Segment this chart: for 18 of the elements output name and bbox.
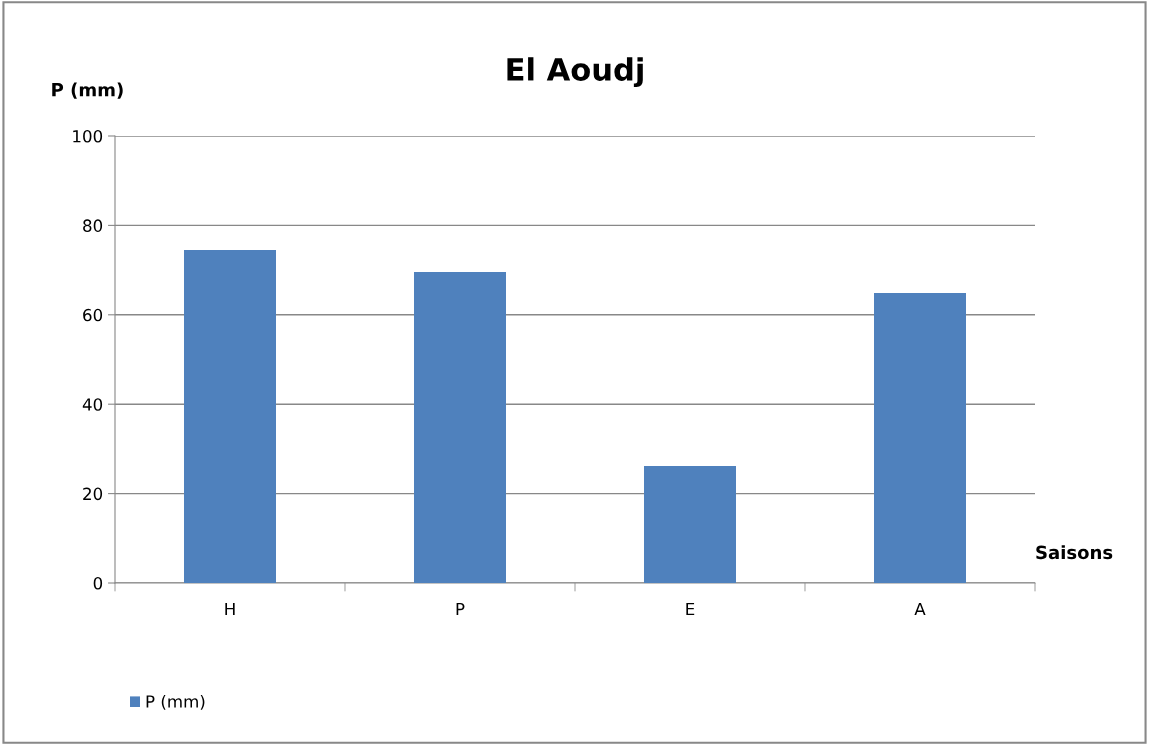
bar bbox=[414, 271, 506, 583]
y-tick-label: 0 bbox=[93, 576, 103, 590]
chart-title: El Aoudj bbox=[507, 57, 643, 88]
y-tick-label: 60 bbox=[83, 308, 103, 322]
bar bbox=[874, 292, 966, 583]
legend-label: P (mm) bbox=[146, 694, 205, 710]
bar bbox=[644, 465, 736, 583]
x-tick-label: H bbox=[225, 602, 235, 616]
y-axis-title: P (mm) bbox=[52, 82, 123, 99]
y-tick-label: 100 bbox=[73, 129, 103, 143]
x-tick-label: A bbox=[914, 602, 926, 616]
y-tick-label: 80 bbox=[83, 219, 103, 232]
x-axis-title: Saisons bbox=[1036, 545, 1113, 560]
x-tick-label: E bbox=[686, 602, 695, 616]
bar bbox=[184, 249, 276, 583]
y-tick-label: 40 bbox=[82, 398, 103, 411]
x-tick-label: P bbox=[456, 602, 465, 616]
y-tick-label: 20 bbox=[83, 487, 103, 501]
